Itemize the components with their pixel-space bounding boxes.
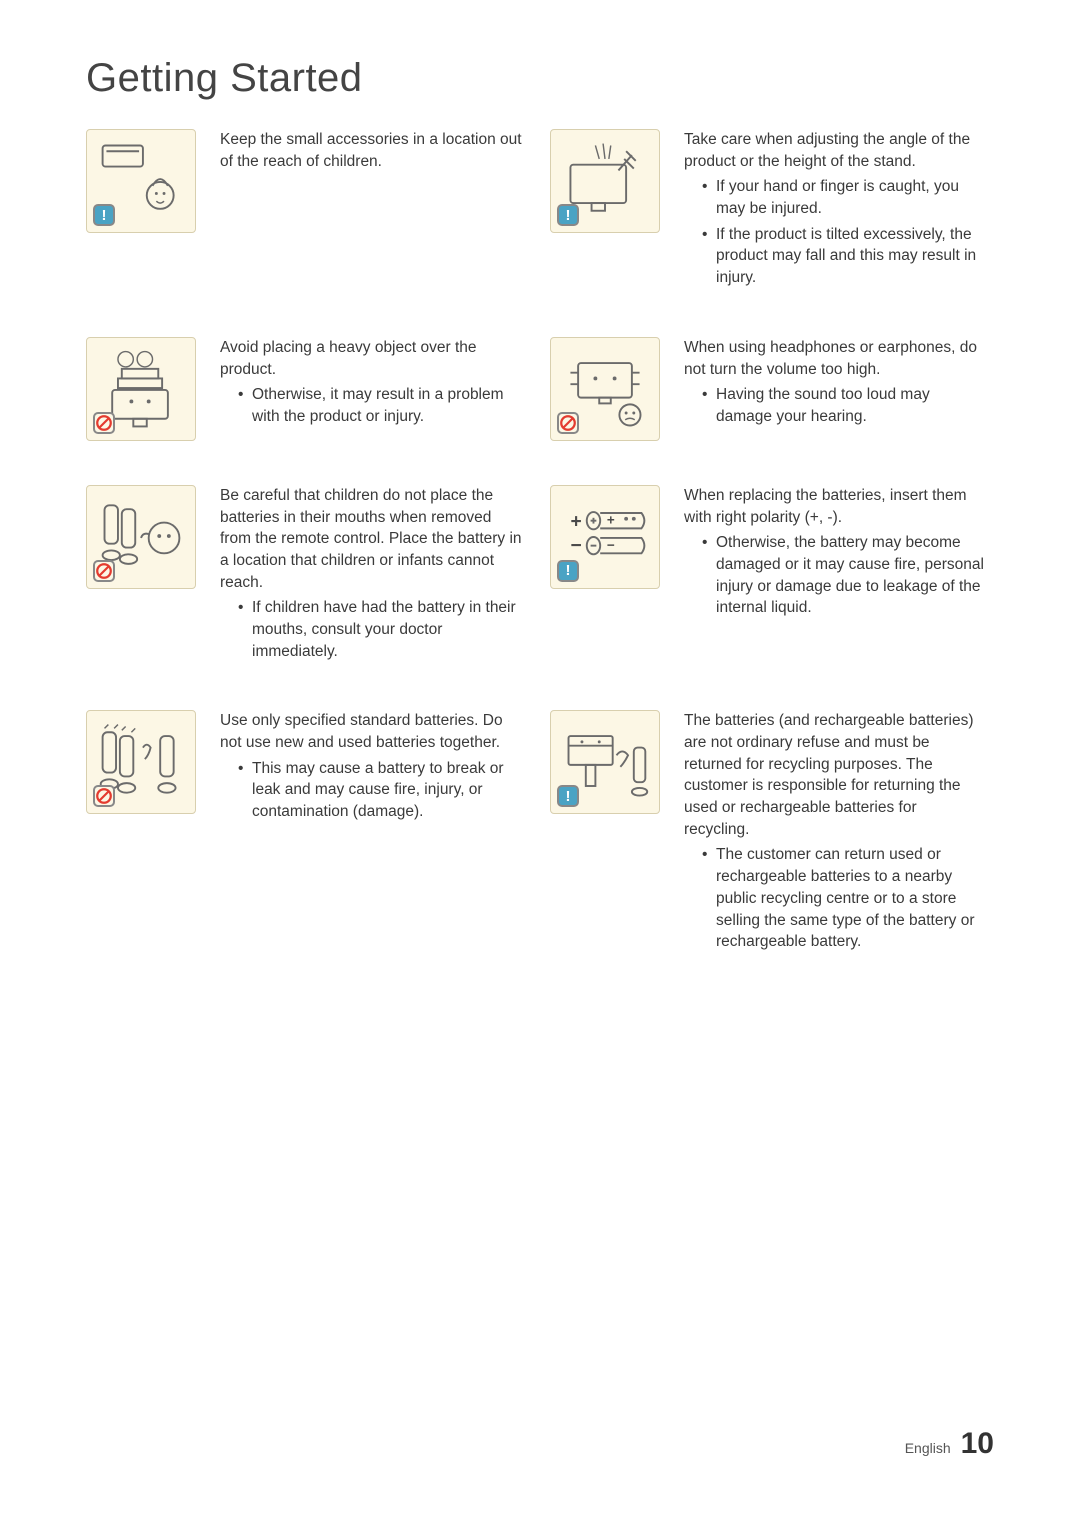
caution-badge-icon: ! <box>93 204 115 226</box>
safety-bullet: Otherwise, the battery may become damage… <box>702 532 986 619</box>
battery-mix-icon <box>86 710 196 814</box>
safety-text: Avoid placing a heavy object over the pr… <box>220 337 530 441</box>
prohibit-badge-icon <box>93 412 115 434</box>
safety-text: Take care when adjusting the angle of th… <box>684 129 994 293</box>
prohibit-badge-icon <box>93 785 115 807</box>
safety-text: The batteries (and rechargeable batterie… <box>684 710 994 957</box>
safety-row: Be careful that children do not place th… <box>86 485 994 667</box>
battery-recycle-icon: ! <box>550 710 660 814</box>
battery-child-icon <box>86 485 196 589</box>
safety-bullet: If your hand or finger is caught, you ma… <box>702 176 986 219</box>
safety-item: ! Keep the small accessories in a locati… <box>86 129 530 293</box>
safety-text: Keep the small accessories in a location… <box>220 129 530 293</box>
safety-bullet: Otherwise, it may result in a problem wi… <box>238 384 522 427</box>
safety-main: Be careful that children do not place th… <box>220 485 522 593</box>
safety-row: Avoid placing a heavy object over the pr… <box>86 337 994 441</box>
safety-row: Use only specified standard batteries. D… <box>86 710 994 957</box>
heavy-object-icon <box>86 337 196 441</box>
safety-item: ! The batteries (and rechargeable batter… <box>550 710 994 957</box>
battery-polarity-icon: + − + − ! <box>550 485 660 589</box>
adjust-angle-icon: ! <box>550 129 660 233</box>
svg-text:−: − <box>607 537 615 552</box>
safety-main: Keep the small accessories in a location… <box>220 129 522 172</box>
safety-text: Be careful that children do not place th… <box>220 485 530 667</box>
safety-bullet: The customer can return used or recharge… <box>702 844 986 952</box>
caution-badge-icon: ! <box>557 204 579 226</box>
headphones-volume-icon <box>550 337 660 441</box>
safety-item: ! Take care when adjusting the angle of … <box>550 129 994 293</box>
safety-main: Avoid placing a heavy object over the pr… <box>220 337 522 380</box>
footer-page-number: 10 <box>961 1427 994 1461</box>
footer-language: English <box>905 1440 951 1456</box>
safety-item: Be careful that children do not place th… <box>86 485 530 667</box>
svg-text:−: − <box>570 535 581 556</box>
svg-text:+: + <box>570 511 581 532</box>
caution-badge-icon: ! <box>557 560 579 582</box>
safety-bullet: This may cause a battery to break or lea… <box>238 758 522 823</box>
accessories-away-icon: ! <box>86 129 196 233</box>
page-footer: English 10 <box>905 1427 994 1461</box>
safety-main: When replacing the batteries, insert the… <box>684 485 986 528</box>
safety-grid: ! Keep the small accessories in a locati… <box>86 129 994 957</box>
safety-text: When replacing the batteries, insert the… <box>684 485 994 667</box>
prohibit-badge-icon <box>93 560 115 582</box>
prohibit-badge-icon <box>557 412 579 434</box>
safety-bullet: If the product is tilted excessively, th… <box>702 224 986 289</box>
safety-item: + − + − ! When replacing the batteries, ins… <box>550 485 994 667</box>
safety-text: Use only specified standard batteries. D… <box>220 710 530 957</box>
safety-main: The batteries (and rechargeable batterie… <box>684 710 986 840</box>
page-title: Getting Started <box>86 56 994 101</box>
safety-item: Use only specified standard batteries. D… <box>86 710 530 957</box>
safety-item: When using headphones or earphones, do n… <box>550 337 994 441</box>
safety-row: ! Keep the small accessories in a locati… <box>86 129 994 293</box>
svg-text:+: + <box>607 512 615 527</box>
safety-main: Take care when adjusting the angle of th… <box>684 129 986 172</box>
safety-main: When using headphones or earphones, do n… <box>684 337 986 380</box>
safety-bullet: Having the sound too loud may damage you… <box>702 384 986 427</box>
safety-bullet: If children have had the battery in thei… <box>238 597 522 662</box>
safety-main: Use only specified standard batteries. D… <box>220 710 522 753</box>
safety-item: Avoid placing a heavy object over the pr… <box>86 337 530 441</box>
safety-text: When using headphones or earphones, do n… <box>684 337 994 441</box>
caution-badge-icon: ! <box>557 785 579 807</box>
